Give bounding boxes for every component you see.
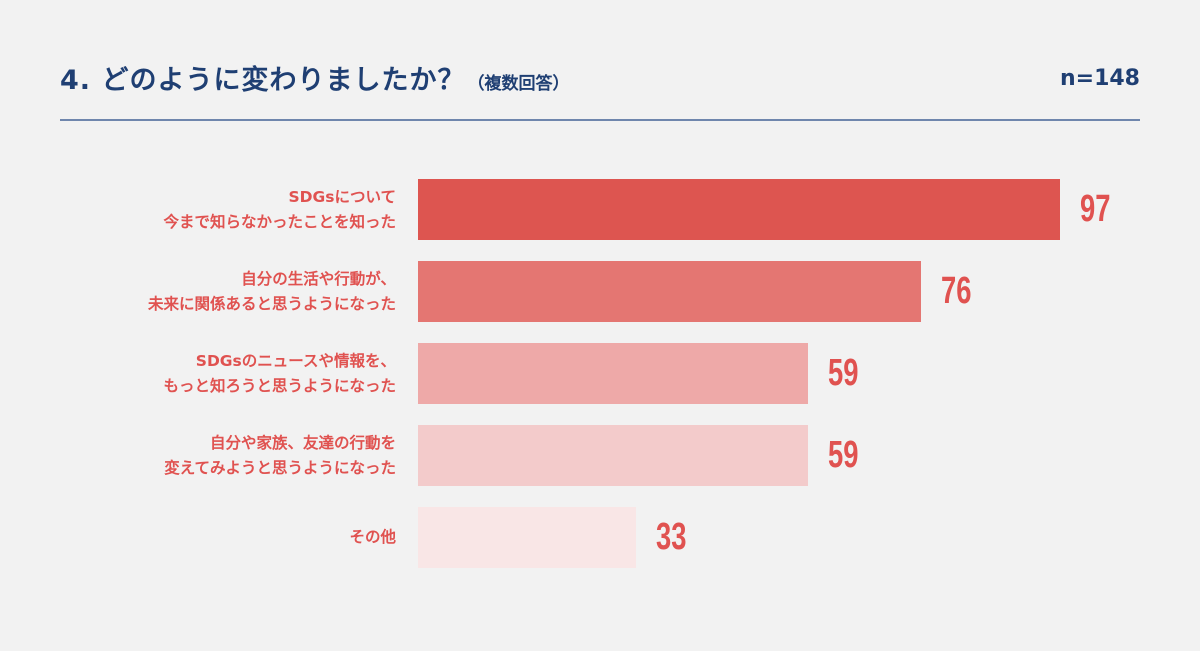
title-divider	[60, 119, 1140, 121]
category-label: その他	[349, 528, 396, 546]
sample-size-label: n=148	[1059, 66, 1140, 91]
value-label: 76	[941, 270, 972, 312]
value-label: 59	[828, 434, 859, 476]
bar	[418, 425, 808, 486]
bar	[418, 179, 1060, 240]
bar	[418, 261, 921, 322]
bar	[418, 507, 636, 568]
value-label: 97	[1080, 188, 1111, 230]
value-label: 33	[656, 516, 687, 558]
value-label: 59	[828, 352, 859, 394]
category-label: 自分や家族、友達の行動を 変えてみようと思うようになった	[164, 433, 396, 477]
category-label: SDGsのニュースや情報を、 もっと知ろうと思うようになった	[163, 351, 396, 395]
category-label: 自分の生活や行動が、 未来に関係あると思うようになった	[147, 269, 396, 313]
category-label: SDGsについて 今まで知らなかったことを知った	[163, 187, 396, 231]
bar	[418, 343, 808, 404]
chart-title-main: 4. どのように変わりましたか？	[60, 65, 466, 96]
chart-title-note: （複数回答）	[467, 74, 570, 94]
chart-title: 4. どのように変わりましたか？ （複数回答）	[60, 58, 569, 97]
